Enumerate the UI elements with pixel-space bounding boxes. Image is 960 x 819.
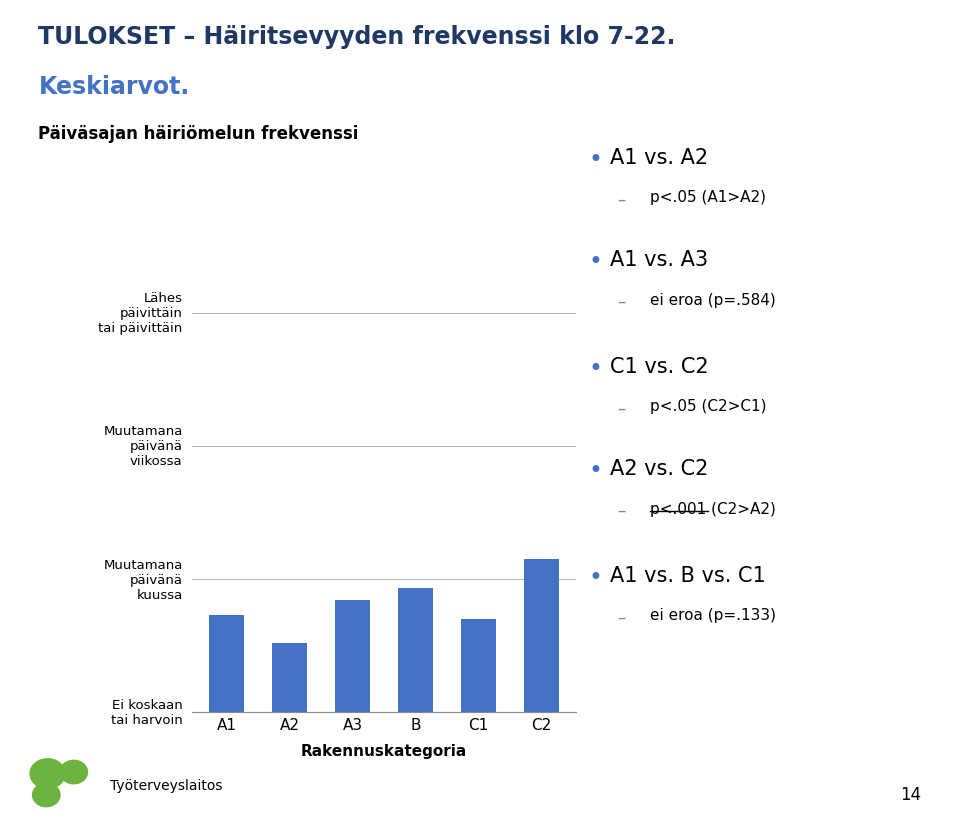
Text: Työterveyslaitos: Työterveyslaitos xyxy=(110,777,223,792)
Text: Päiväsajan häiriömelun frekvenssi: Päiväsajan häiriömelun frekvenssi xyxy=(38,124,359,143)
Bar xyxy=(398,589,433,819)
Text: ei eroa (p=.133): ei eroa (p=.133) xyxy=(650,608,776,622)
Bar xyxy=(524,559,559,819)
Text: A2 vs. C2: A2 vs. C2 xyxy=(610,459,708,478)
Text: C1 vs. C2: C1 vs. C2 xyxy=(610,356,708,376)
Text: •: • xyxy=(588,565,602,589)
Text: •: • xyxy=(588,250,602,274)
Text: A1 vs. A3: A1 vs. A3 xyxy=(610,250,708,269)
Text: TULOKSET – Häiritsevyyden frekvenssi klo 7-22.: TULOKSET – Häiritsevyyden frekvenssi klo… xyxy=(38,25,676,48)
Circle shape xyxy=(33,783,60,807)
Text: –: – xyxy=(617,190,626,208)
X-axis label: Rakennuskategoria: Rakennuskategoria xyxy=(300,744,468,758)
Text: Ei koskaan
tai harvoin: Ei koskaan tai harvoin xyxy=(111,699,182,726)
Text: •: • xyxy=(588,147,602,171)
Bar xyxy=(209,615,244,819)
Text: Muutamana
päivänä
viikossa: Muutamana päivänä viikossa xyxy=(104,425,182,468)
Text: p<.05 (A1>A2): p<.05 (A1>A2) xyxy=(650,190,766,205)
Bar xyxy=(461,619,495,819)
Bar xyxy=(335,600,370,819)
Text: Lähes
päivittäin
tai päivittäin: Lähes päivittäin tai päivittäin xyxy=(99,292,182,335)
Circle shape xyxy=(60,760,87,784)
Text: ei eroa (p=.584): ei eroa (p=.584) xyxy=(650,292,776,307)
Text: A1 vs. A2: A1 vs. A2 xyxy=(610,147,708,167)
Text: –: – xyxy=(617,292,626,310)
Text: –: – xyxy=(617,399,626,417)
Text: –: – xyxy=(617,501,626,519)
Text: Keskiarvot.: Keskiarvot. xyxy=(38,75,190,99)
Text: •: • xyxy=(588,356,602,380)
Text: –: – xyxy=(617,608,626,626)
Text: A1 vs. B vs. C1: A1 vs. B vs. C1 xyxy=(610,565,765,585)
Text: •: • xyxy=(588,459,602,482)
Circle shape xyxy=(30,758,65,789)
Text: 14: 14 xyxy=(900,785,922,803)
Text: Muutamana
päivänä
kuussa: Muutamana päivänä kuussa xyxy=(104,558,182,601)
Text: p<.05 (C2>C1): p<.05 (C2>C1) xyxy=(650,399,766,414)
Text: p<.001 (C2>A2): p<.001 (C2>A2) xyxy=(650,501,776,516)
Bar xyxy=(273,644,307,819)
